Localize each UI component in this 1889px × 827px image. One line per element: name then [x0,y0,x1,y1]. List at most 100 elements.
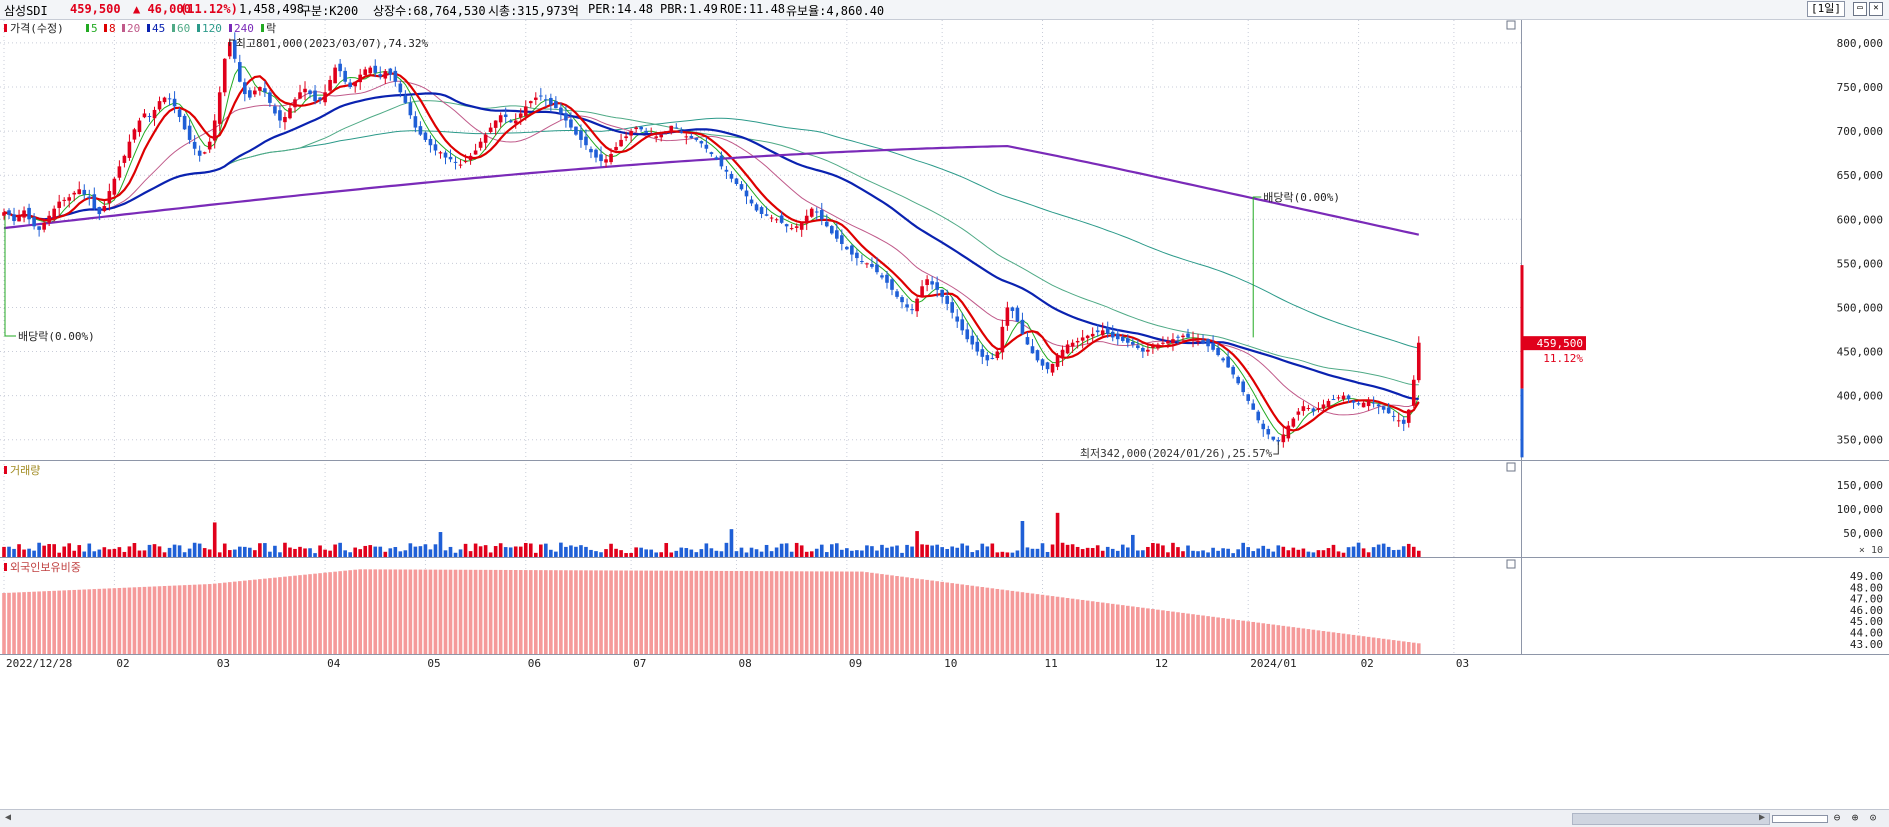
volume-bar [212,522,217,557]
zoom-slider[interactable] [1772,815,1828,823]
volume-bar [458,549,463,557]
volume-bar [232,549,237,557]
chart-scrollbar[interactable]: ◀ ▶ ⊖ ⊕ ⊙ [0,809,1889,827]
volume-bar [152,544,157,557]
candle-body [197,150,202,156]
date-tick-label: 03 [1456,657,1469,670]
candle-body [995,351,1000,359]
legend-ma-label: 5 [91,22,98,35]
foreign-bar [363,569,368,654]
x-axis-labels: 2022/12/28 02 03 04 05 06 07 08 09 10 11 12 2024/01 0… [6,657,1469,670]
period-selector[interactable]: [1일] [1807,1,1845,17]
foreign-bar [935,581,939,654]
price-tick-label: 650,000 [1837,169,1883,182]
candle-body [117,166,122,178]
y-axis-labels: 800,000 750,000 700,000 650,000 600,000 550,0… [1837,37,1883,651]
volume-bar [483,545,488,557]
price-change: ▲ 46,000 [133,2,191,16]
candle-body [358,74,363,83]
foreign-bar [1246,621,1251,654]
foreign-bar [1095,601,1100,654]
volume-bar [1075,546,1080,557]
candle-body [293,99,297,108]
candle-body [283,116,287,123]
candle-body [22,210,26,218]
foreign-bar [318,573,322,654]
volume-bar [970,552,975,557]
volume-bar [855,550,859,557]
foreign-bar [1020,592,1025,654]
volume-bar [734,551,739,557]
candle-body [614,146,618,151]
volume-bar [870,546,874,557]
foreign-bar [162,586,167,654]
volume-bar [1115,550,1120,557]
close-button[interactable]: ✕ [1869,2,1883,16]
last-price-tag-bg [1522,336,1586,351]
candle-body [1095,330,1100,333]
volume-bar [945,548,949,557]
scroll-thumb[interactable] [1572,813,1770,825]
candle-body [1371,402,1376,404]
candle-body [634,127,638,130]
foreign-bar [980,587,985,654]
foreign-bar [343,570,347,654]
price-candles [2,32,1421,448]
scroll-right-arrow-icon[interactable]: ▶ [1758,812,1766,823]
candle-body [468,155,473,161]
foreign-bar [574,570,578,654]
candle-body [2,212,6,216]
volume-bar [408,543,413,557]
candle-body [1090,333,1095,337]
restore-button[interactable]: ▭ [1853,2,1867,16]
volume-bar [1060,542,1065,557]
volume-bar [1386,546,1391,557]
volume-bar [1401,546,1406,557]
candle-body [1030,346,1035,354]
zoom-out-icon[interactable]: ⊖ [1833,811,1841,824]
ma-line-60 [3,100,1419,386]
candle-body [544,99,548,101]
foreign-bar [809,571,814,654]
zoom-in-icon[interactable]: ⊕ [1851,811,1859,824]
foreign-bar [589,570,593,654]
date-tick-label: 12 [1155,657,1168,670]
foreign-bar [684,570,689,654]
candle-body [639,126,643,130]
volume-bar [624,553,628,557]
candle-body [539,95,543,97]
volume-bar [1166,552,1170,557]
candle-body [383,71,388,79]
zoom-reset-icon[interactable]: ⊙ [1869,811,1877,824]
foreign-bar [1105,603,1110,654]
foreign-bar [945,582,949,654]
foreign-bar [870,572,874,654]
foreign-bar [1226,618,1230,654]
candle-body [569,119,573,128]
volume-bar [789,551,794,557]
candle-body [1291,418,1296,427]
foreign-bar [508,569,513,654]
foreign-bar [1301,628,1306,654]
scroll-left-arrow-icon[interactable]: ◀ [4,812,12,823]
candle-body [1236,376,1240,384]
volume-bar [664,543,669,557]
foreign-bar [1191,614,1195,654]
volume-bar [528,543,533,557]
volume-bar [137,550,142,557]
foreign-bar [253,579,257,654]
foreign-tick-label: 47.00 [1850,593,1883,606]
panel-maximize-icon [1506,559,1516,569]
volume-bar [7,546,11,557]
price-tick-label: 500,000 [1837,301,1883,314]
foreign-bar [759,571,764,654]
candle-body [920,286,924,297]
volume-bar [719,551,724,557]
candle-body [1065,344,1070,354]
volume-bar [192,542,197,557]
candle-body [473,150,478,155]
foreign-bar [599,570,603,654]
volume-bar [579,545,583,557]
foreign-bar [27,591,31,654]
foreign-bar [659,570,664,654]
